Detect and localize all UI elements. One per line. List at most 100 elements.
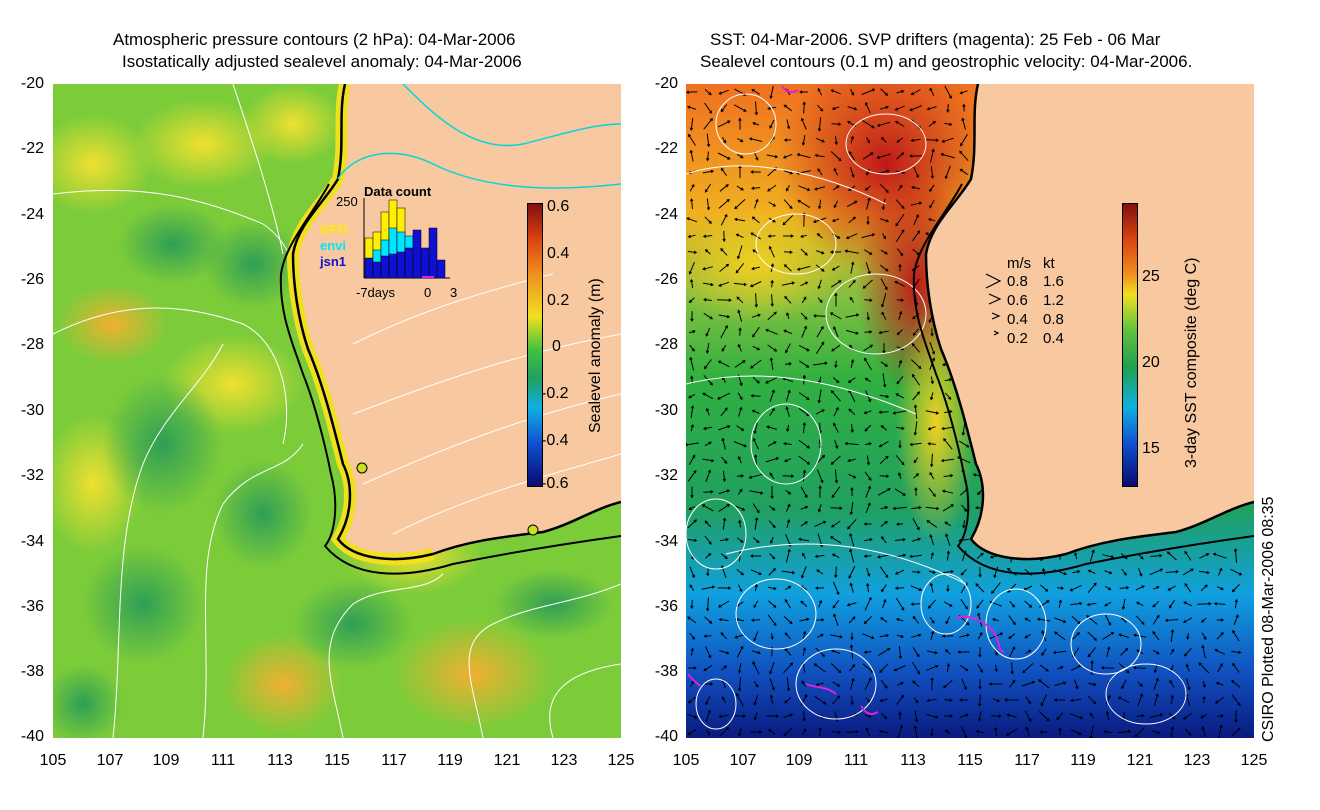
velocity-arrow bbox=[1088, 682, 1097, 687]
velocity-arrow bbox=[769, 694, 774, 705]
velocity-arrow bbox=[864, 298, 873, 302]
velocity-arrow bbox=[925, 410, 940, 415]
velocity-arrow bbox=[703, 664, 713, 672]
velocity-arrow bbox=[880, 88, 889, 96]
velocity-arrow bbox=[992, 618, 1000, 622]
velocity-arrow bbox=[988, 682, 1003, 686]
velocity-arrow bbox=[783, 199, 793, 210]
cb-tick: 15 bbox=[1142, 440, 1160, 457]
velocity-arrow bbox=[1021, 680, 1036, 687]
velocity-arrow bbox=[1069, 698, 1082, 703]
velocity-arrow bbox=[1153, 693, 1159, 706]
velocity-arrow bbox=[894, 105, 905, 111]
velocity-arrow bbox=[880, 617, 888, 623]
velocity-arrow bbox=[802, 630, 807, 641]
velocity-arrow bbox=[911, 373, 921, 386]
y-tick: -28 bbox=[654, 336, 678, 353]
velocity-arrow bbox=[1069, 713, 1083, 720]
x-tick: 105 bbox=[39, 752, 67, 769]
velocity-arrow bbox=[1087, 582, 1097, 594]
y-tick: -32 bbox=[654, 467, 678, 484]
velocity-arrow bbox=[814, 153, 825, 158]
velocity-arrow bbox=[1197, 602, 1212, 606]
velocity-arrow bbox=[912, 615, 920, 624]
velocity-arrow bbox=[1216, 618, 1225, 622]
velocity-arrow bbox=[783, 442, 792, 446]
velocity-arrow bbox=[864, 185, 871, 191]
velocity-arrow bbox=[848, 185, 856, 191]
velocity-arrow bbox=[1004, 698, 1019, 702]
velocity-arrow bbox=[930, 677, 934, 690]
velocity-arrow bbox=[882, 233, 887, 240]
velocity-arrow bbox=[850, 677, 855, 690]
velocity-arrow bbox=[736, 537, 744, 543]
velocity-arrow bbox=[1149, 713, 1164, 719]
velocity-arrow bbox=[944, 392, 952, 400]
velocity-arrow bbox=[1053, 631, 1066, 641]
velocity-arrow bbox=[749, 554, 762, 558]
left-title-line2: Isostatically adjusted sealevel anomaly:… bbox=[122, 52, 522, 71]
velocity-arrow bbox=[928, 570, 937, 574]
velocity-arrow bbox=[1202, 680, 1206, 689]
velocity-arrow bbox=[717, 392, 731, 400]
velocity-arrow bbox=[944, 698, 953, 702]
velocity-arrow bbox=[798, 455, 811, 465]
velocity-arrow bbox=[896, 376, 904, 385]
cb-tick: -0.4 bbox=[541, 432, 569, 449]
x-tick: 113 bbox=[900, 752, 926, 769]
velocity-arrow bbox=[959, 713, 969, 718]
velocity-arrow bbox=[846, 730, 859, 734]
velocity-arrow bbox=[1133, 666, 1147, 670]
velocity-arrow bbox=[898, 263, 902, 272]
svp-drifter-tracks bbox=[687, 85, 1005, 715]
velocity-arrow bbox=[1231, 679, 1241, 688]
cb-tick: -0.6 bbox=[541, 475, 569, 492]
velocity-arrow bbox=[863, 537, 873, 542]
velocity-arrow bbox=[1152, 614, 1160, 625]
velocity-arrow bbox=[800, 248, 808, 256]
velocity-arrow bbox=[752, 661, 760, 675]
velocity-arrow bbox=[882, 373, 887, 388]
velocity-arrow bbox=[1230, 568, 1243, 576]
velocity-arrow bbox=[1086, 615, 1098, 625]
velocity-arrow bbox=[1121, 568, 1127, 576]
velocity-arrow bbox=[1006, 713, 1017, 718]
velocity-arrow bbox=[834, 135, 838, 146]
velocity-arrow bbox=[864, 471, 872, 481]
velocity-arrow bbox=[750, 170, 761, 174]
velocity-arrow bbox=[896, 137, 904, 143]
velocity-arrow bbox=[802, 422, 807, 433]
velocity-arrow bbox=[1009, 646, 1016, 658]
velocity-arrow bbox=[897, 248, 904, 257]
velocity-arrow bbox=[1036, 617, 1051, 622]
velocity-arrow bbox=[720, 247, 728, 256]
velocity-arrow bbox=[1102, 631, 1115, 640]
velocity-arrow bbox=[689, 584, 695, 592]
velocity-arrow bbox=[706, 597, 710, 612]
velocity-arrow bbox=[687, 133, 696, 146]
velocity-arrow bbox=[687, 713, 698, 719]
right-title-line1: SST: 04-Mar-2006. SVP drifters (magenta)… bbox=[710, 30, 1161, 49]
velocity-arrow bbox=[865, 262, 871, 275]
y-tick: -40 bbox=[20, 728, 44, 745]
velocity-arrow bbox=[718, 714, 729, 719]
velocity-arrow bbox=[738, 584, 743, 593]
velocity-arrow bbox=[829, 312, 842, 320]
velocity-arrow bbox=[929, 199, 935, 209]
velocity-arrow bbox=[1005, 728, 1018, 736]
velocity-arrow bbox=[737, 663, 742, 674]
velocity-arrow bbox=[736, 153, 744, 159]
y-tick: -26 bbox=[654, 271, 678, 288]
velocity-arrow bbox=[927, 426, 936, 431]
velocity-arrow bbox=[814, 586, 825, 590]
velocity-arrow bbox=[959, 698, 968, 702]
velocity-arrow bbox=[690, 311, 694, 322]
velocity-arrow bbox=[721, 344, 727, 352]
velocity-arrow bbox=[802, 711, 806, 722]
velocity-arrow bbox=[1056, 712, 1064, 721]
velocity-arrow bbox=[912, 230, 921, 242]
velocity-arrow bbox=[830, 634, 843, 639]
velocity-arrow bbox=[687, 105, 697, 110]
velocity-arrow bbox=[816, 618, 825, 622]
velocity-arrow bbox=[816, 250, 825, 255]
